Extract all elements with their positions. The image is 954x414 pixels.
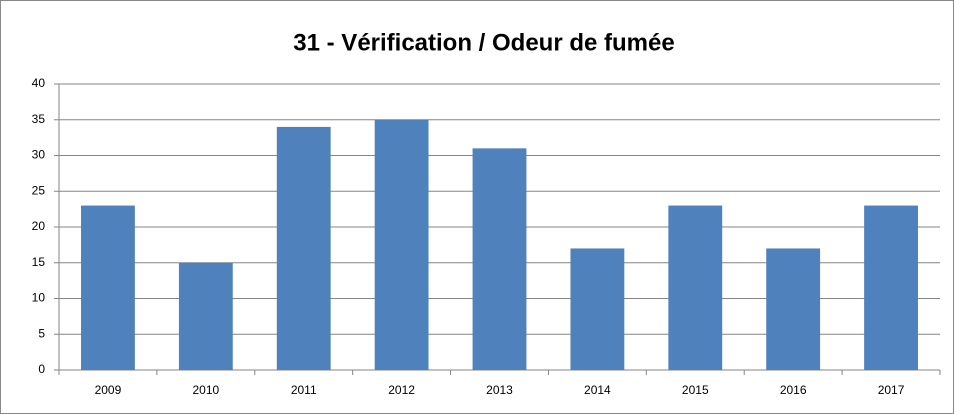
bar xyxy=(668,205,723,370)
y-tick-label: 25 xyxy=(32,183,46,197)
bar xyxy=(472,148,527,370)
y-tick-label: 0 xyxy=(38,362,45,376)
x-tick-label: 2014 xyxy=(584,383,611,397)
bar xyxy=(374,119,429,370)
bar xyxy=(81,205,135,370)
bar xyxy=(864,205,918,370)
x-tick-label: 2016 xyxy=(780,383,807,397)
y-tick-label: 40 xyxy=(32,76,46,90)
y-tick-label: 30 xyxy=(32,148,46,162)
y-tick-label: 35 xyxy=(32,112,46,126)
x-tick-label: 2010 xyxy=(192,383,219,397)
y-tick-label: 20 xyxy=(32,219,46,233)
y-tick-label: 15 xyxy=(32,255,46,269)
x-tick-label: 2011 xyxy=(291,383,317,397)
chart-title: 31 - Vérification / Odeur de fumée xyxy=(293,29,674,56)
x-tick-label: 2015 xyxy=(682,383,709,397)
x-tick-label: 2012 xyxy=(388,383,415,397)
bar xyxy=(570,248,625,370)
x-tick-label: 2009 xyxy=(95,383,122,397)
x-tick-label: 2017 xyxy=(878,383,905,397)
x-tick-label: 2013 xyxy=(486,383,513,397)
bar xyxy=(178,262,233,370)
bar xyxy=(276,126,331,371)
y-tick-label: 5 xyxy=(38,326,45,340)
bar xyxy=(766,248,821,370)
y-tick-label: 10 xyxy=(32,291,46,305)
